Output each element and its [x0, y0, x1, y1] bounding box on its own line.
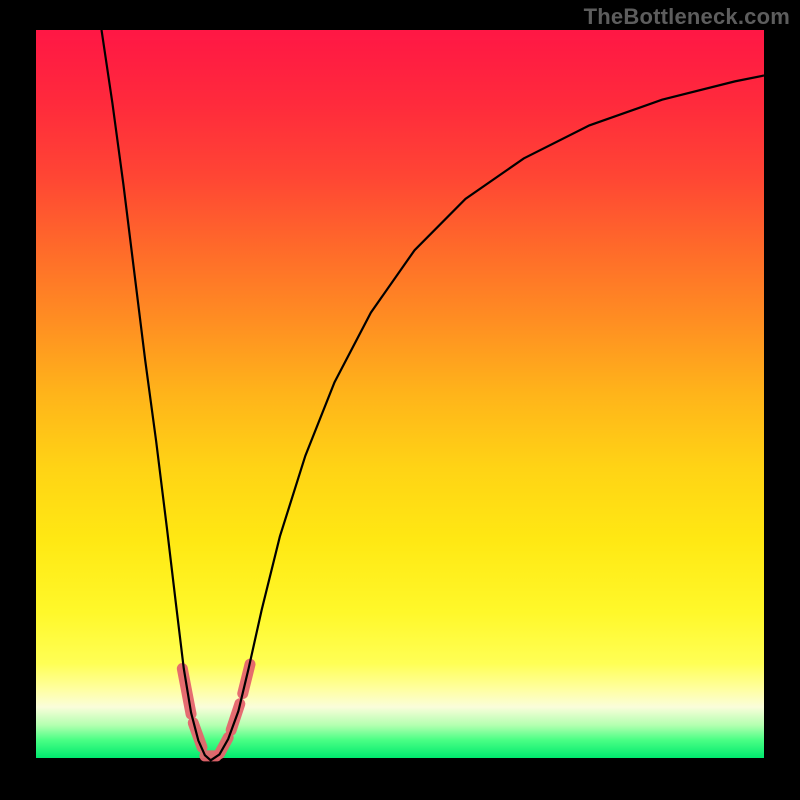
watermark-text: TheBottleneck.com: [584, 4, 790, 30]
bottleneck-curve: [102, 30, 764, 760]
confidence-markers: [182, 664, 250, 756]
plot-svg: [36, 30, 764, 764]
plot-area: [36, 30, 764, 764]
